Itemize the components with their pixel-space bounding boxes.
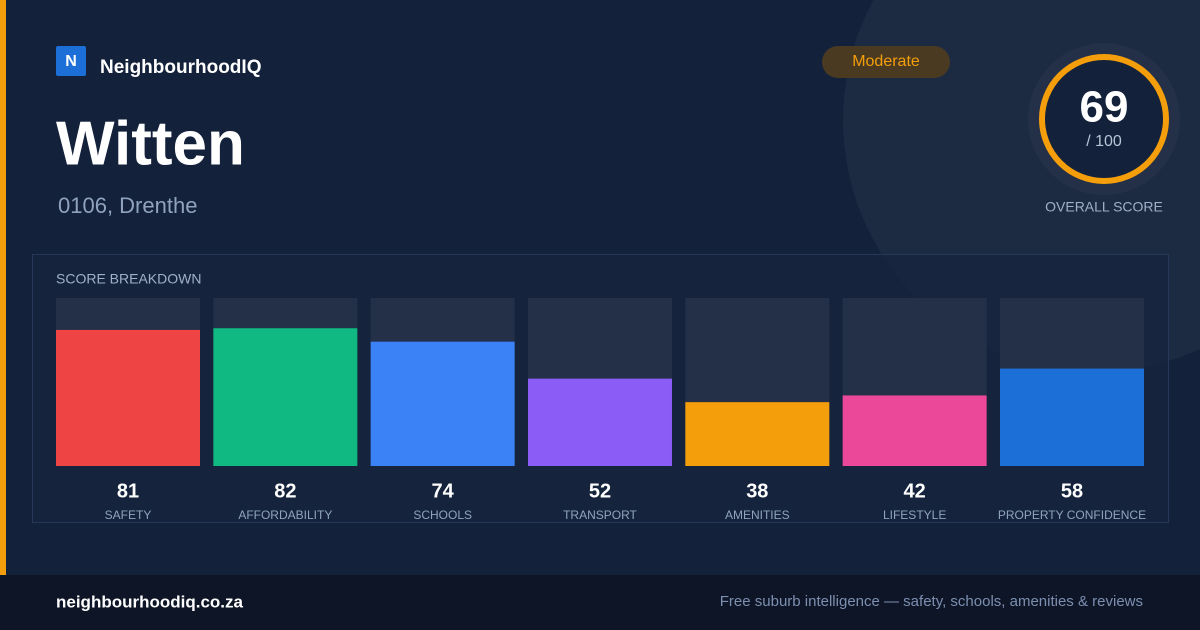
badge	[822, 46, 950, 78]
bar	[527, 378, 672, 466]
bar	[370, 341, 515, 466]
value-label: 82	[274, 480, 296, 502]
category-label: AFFORDABILITY	[238, 508, 332, 522]
footer	[0, 575, 1200, 630]
logo-letter: N	[65, 53, 77, 70]
footer-url: neighbourhoodiq.co.za	[56, 592, 244, 611]
category-label: TRANSPORT	[563, 508, 637, 522]
category-label: SCHOOLS	[413, 508, 472, 522]
value-label: 81	[117, 480, 139, 502]
category-label: AMENITIES	[725, 508, 790, 522]
bar	[213, 328, 358, 466]
category-label: PROPERTY CONFIDENCE	[998, 508, 1146, 522]
chart-title: SCORE BREAKDOWN	[56, 271, 201, 287]
score-caption: OVERALL SCORE	[1045, 199, 1163, 215]
value-label: 38	[746, 480, 768, 502]
bar	[685, 402, 830, 466]
subtitle: 0106, Drenthe	[58, 193, 197, 218]
bars: 81 SAFETY 82 AFFORDABILITY 74 SCHOOLS 52 TRANSP…	[56, 298, 1146, 522]
accent-strip	[0, 0, 6, 575]
footer-tagline: Free suburb intelligence — safety, schoo…	[720, 593, 1143, 610]
score-value: 69	[1080, 83, 1129, 132]
category-label: LIFESTYLE	[883, 508, 946, 522]
category-label: SAFETY	[105, 508, 152, 522]
value-label: 58	[1061, 480, 1083, 502]
bar	[56, 329, 200, 466]
title: Witten	[56, 109, 245, 178]
brand-name: NeighbourhoodIQ	[100, 57, 261, 78]
value-label: 74	[432, 480, 455, 502]
logo	[56, 46, 86, 76]
bar	[999, 368, 1144, 466]
score-max: / 100	[1086, 133, 1122, 150]
score-ring	[1039, 54, 1169, 184]
bar	[842, 395, 987, 466]
value-label: 42	[904, 480, 926, 502]
badge-text: Moderate	[852, 53, 920, 70]
value-label: 52	[589, 480, 611, 502]
